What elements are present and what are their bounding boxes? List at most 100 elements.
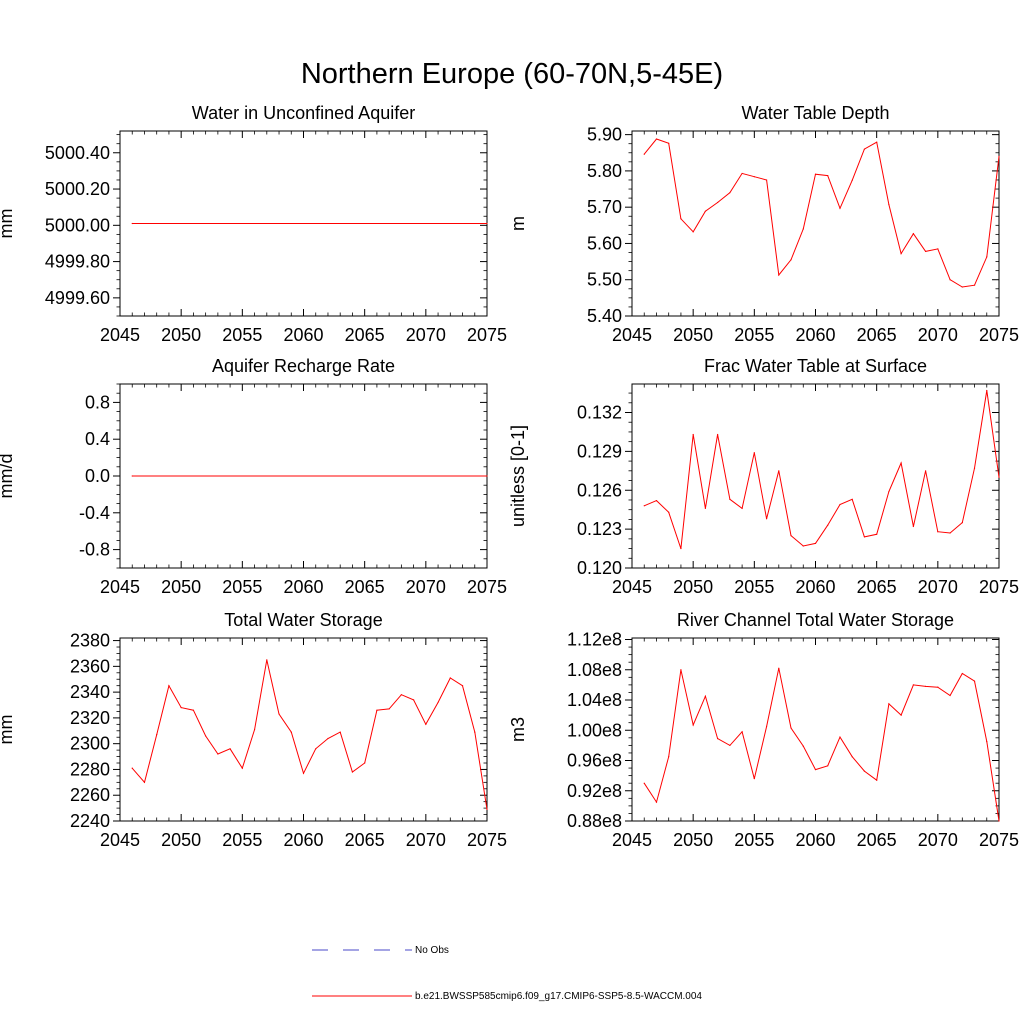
y-tick-label: 0.92e8: [567, 781, 622, 801]
data-point: [912, 525, 914, 528]
chart-title: Frac Water Table at Surface: [704, 356, 927, 376]
data-point: [327, 737, 329, 740]
data-point: [717, 201, 719, 204]
chart-title: Water Table Depth: [741, 103, 889, 123]
data-point: [839, 736, 841, 738]
y-tick-label: 2260: [70, 785, 110, 805]
y-tick-label: 0.0: [85, 466, 110, 486]
y-tick-label: 0.8: [85, 392, 110, 412]
data-point: [839, 503, 841, 506]
data-point: [278, 713, 280, 715]
data-point: [704, 695, 707, 697]
data-point: [851, 756, 853, 758]
data-point: [986, 256, 988, 258]
data-point: [827, 175, 829, 177]
data-point: [937, 686, 939, 688]
data-point: [912, 684, 914, 686]
data-point: [364, 762, 366, 764]
data-point: [692, 433, 694, 436]
data-point: [863, 536, 866, 538]
data-point: [290, 731, 292, 733]
x-tick-label: 2050: [161, 577, 201, 597]
x-tick-label: 2065: [857, 577, 897, 597]
data-point: [692, 724, 694, 726]
y-axis-label: m3: [508, 717, 528, 742]
data-point: [643, 782, 645, 784]
y-axis-label: mm: [0, 715, 16, 745]
data-point: [827, 524, 829, 526]
data-point: [413, 699, 415, 701]
y-tick-label: 1.04e8: [567, 690, 622, 710]
legend-obs-label: No Obs: [415, 945, 449, 956]
data-point: [156, 734, 158, 736]
data-point: [814, 173, 817, 175]
data-point: [229, 748, 231, 750]
x-tick-label: 2060: [283, 325, 323, 345]
data-point: [876, 533, 878, 535]
data-point: [802, 745, 804, 747]
y-tick-label: 1.12e8: [567, 630, 622, 650]
y-tick-label: 1.00e8: [567, 720, 622, 740]
x-tick-label: 2060: [795, 830, 835, 850]
y-axis-label: mm/d: [0, 454, 16, 499]
data-point: [655, 138, 658, 140]
x-tick-label: 2075: [979, 325, 1019, 345]
data-point: [778, 274, 780, 276]
data-point: [753, 778, 755, 780]
data-point: [802, 228, 804, 230]
y-tick-label: 5.90: [587, 125, 622, 145]
y-tick-label: 0.129: [577, 441, 622, 461]
data-point: [143, 781, 146, 783]
chart-panel: Aquifer Recharge Rate 2045 2050 2055 2060 206…: [0, 356, 507, 597]
y-axis-label: mm: [0, 209, 16, 239]
y-tick-label: 2280: [70, 759, 110, 779]
data-point: [765, 725, 768, 728]
series-line: [643, 138, 1000, 288]
data-point: [437, 701, 439, 704]
data-point: [778, 667, 780, 669]
data-point: [973, 680, 976, 682]
x-tick-label: 2070: [406, 577, 446, 597]
data-point: [961, 672, 963, 675]
y-tick-label: 2320: [70, 708, 110, 728]
data-point: [741, 507, 743, 509]
y-tick-label: 0.88e8: [567, 811, 622, 831]
data-point: [315, 748, 317, 750]
data-point: [765, 518, 768, 520]
y-tick-label: 0.123: [577, 519, 622, 539]
data-point: [925, 250, 927, 253]
x-tick-label: 2070: [918, 577, 958, 597]
chart-title: Total Water Storage: [224, 610, 382, 630]
data-point: [704, 210, 707, 212]
y-tick-label: 4999.60: [45, 288, 110, 308]
x-tick-label: 2045: [612, 830, 652, 850]
data-point: [790, 727, 792, 729]
data-point: [876, 779, 878, 781]
x-tick-label: 2065: [857, 325, 897, 345]
data-point: [863, 770, 866, 772]
data-point: [876, 141, 878, 143]
x-tick-label: 2065: [345, 577, 385, 597]
data-point: [302, 772, 305, 774]
chart-title: Aquifer Recharge Rate: [212, 356, 395, 376]
y-tick-label: 2240: [70, 811, 110, 831]
y-tick-label: 0.120: [577, 558, 622, 578]
chart-title: Water in Unconfined Aquifer: [192, 103, 415, 123]
y-axis-label: unitless [0-1]: [508, 425, 528, 527]
legend-model-label: b.e21.BWSSP585cmip6.f09_g17.CMIP6-SSP5-8…: [415, 991, 702, 1002]
data-point: [717, 737, 719, 740]
data-point: [692, 231, 694, 233]
data-point: [961, 286, 963, 288]
data-point: [925, 470, 927, 472]
chart-panel: Frac Water Table at Surface 2045 2050 2055 2…: [508, 356, 1019, 597]
data-point: [704, 507, 707, 509]
x-tick-label: 2050: [161, 325, 201, 345]
data-point: [180, 706, 182, 709]
x-tick-label: 2050: [673, 830, 713, 850]
x-tick-label: 2045: [612, 325, 652, 345]
x-tick-label: 2075: [467, 577, 507, 597]
data-point: [839, 207, 841, 209]
plot-frame: [631, 383, 1000, 569]
x-tick-label: 2055: [222, 325, 262, 345]
data-point: [168, 685, 170, 687]
